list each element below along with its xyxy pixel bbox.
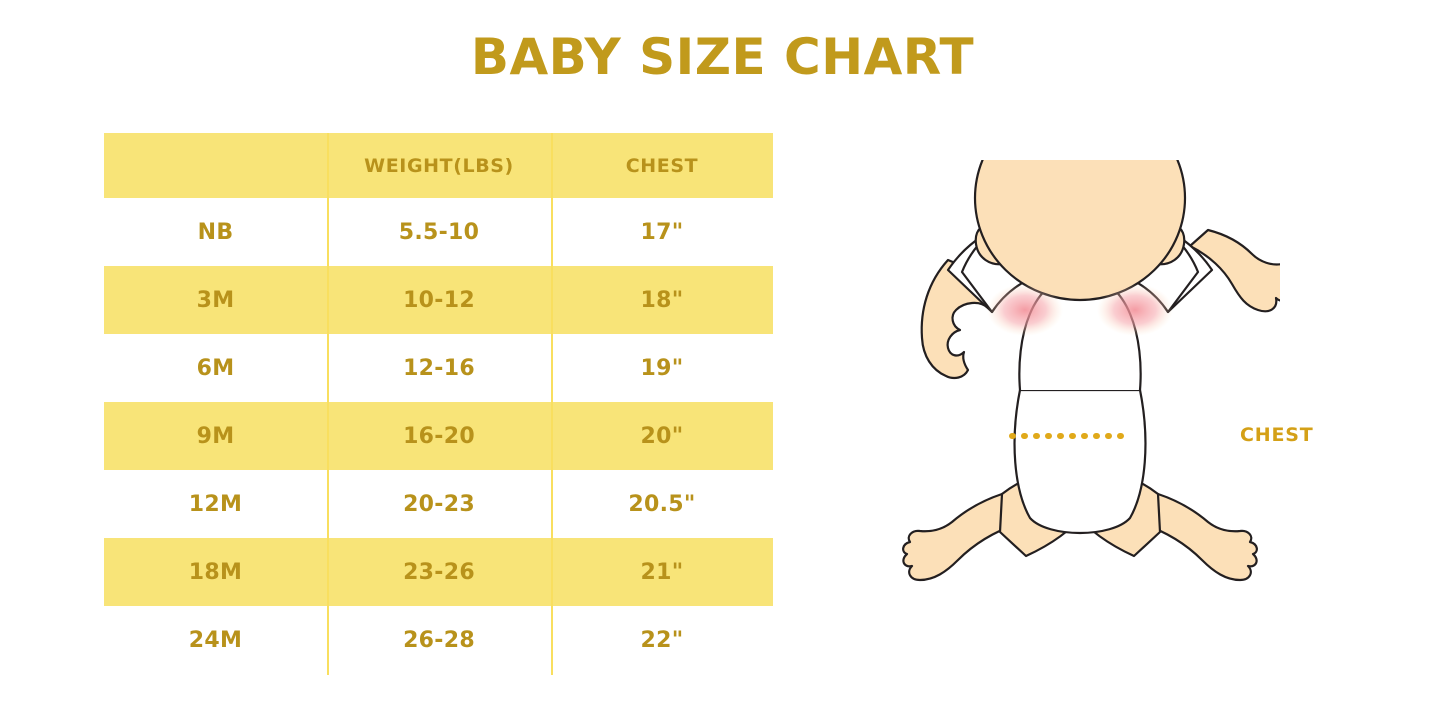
size-chart-table: WEIGHT(LBS) CHEST NB 5.5-10 17" 3M 10-12…	[104, 133, 773, 674]
cell-size: 3M	[196, 287, 235, 313]
blush-left	[987, 284, 1063, 336]
table-column-divider-1	[327, 133, 329, 675]
blush-right	[1097, 284, 1173, 336]
table-row: 24M 26-28 22"	[104, 606, 773, 674]
cell-weight: 16-20	[403, 423, 475, 449]
table-header-row: WEIGHT(LBS) CHEST	[104, 133, 773, 198]
cell-weight: 23-26	[403, 559, 475, 585]
cell-weight: 12-16	[403, 355, 475, 381]
header-cell-chest: CHEST	[625, 154, 699, 177]
cell-size: 12M	[188, 491, 243, 517]
cell-chest: 19"	[640, 355, 684, 381]
cell-chest: 22"	[640, 627, 684, 653]
table-row: 12M 20-23 20.5"	[104, 470, 773, 538]
table-row: 3M 10-12 18"	[104, 266, 773, 334]
cell-size: 24M	[188, 627, 243, 653]
cell-size: 6M	[196, 355, 235, 381]
cell-size: 9M	[196, 423, 235, 449]
cell-chest: 18"	[640, 287, 684, 313]
cell-weight: 20-23	[403, 491, 475, 517]
table-row: 6M 12-16 19"	[104, 334, 773, 402]
cell-weight: 5.5-10	[398, 219, 480, 245]
table-row: 18M 23-26 21"	[104, 538, 773, 606]
page-title: BABY SIZE CHART	[470, 28, 975, 86]
cell-chest: 21"	[640, 559, 684, 585]
cell-weight: 26-28	[403, 627, 475, 653]
table-row: 9M 16-20 20"	[104, 402, 773, 470]
chest-measurement-label: CHEST	[1240, 424, 1314, 446]
cell-size: 18M	[188, 559, 243, 585]
table-row: NB 5.5-10 17"	[104, 198, 773, 266]
cell-chest: 20.5"	[628, 491, 696, 517]
baby-sitting-illustration	[880, 160, 1280, 600]
cell-chest: 20"	[640, 423, 684, 449]
cell-weight: 10-12	[403, 287, 475, 313]
cell-size: NB	[197, 219, 234, 245]
header-cell-weight: WEIGHT(LBS)	[364, 154, 514, 177]
cell-chest: 17"	[640, 219, 684, 245]
table-column-divider-2	[551, 133, 553, 675]
